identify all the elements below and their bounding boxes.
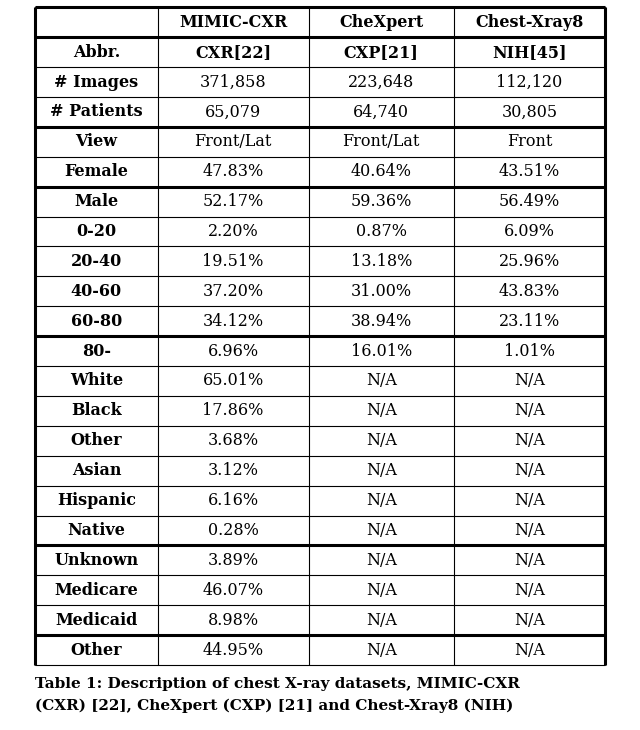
Text: 37.20%: 37.20% [203, 283, 264, 300]
Text: # Images: # Images [54, 74, 138, 91]
Text: N/A: N/A [366, 642, 397, 658]
Text: 43.83%: 43.83% [499, 283, 560, 300]
Text: 64,740: 64,740 [353, 104, 409, 120]
Text: Black: Black [71, 402, 122, 420]
Text: N/A: N/A [514, 462, 545, 479]
Text: 223,648: 223,648 [348, 74, 414, 91]
Text: NIH[45]: NIH[45] [492, 44, 566, 61]
Text: Male: Male [74, 193, 118, 210]
Text: 30,805: 30,805 [501, 104, 557, 120]
Text: Table 1: Description of chest X-ray datasets, MIMIC-CXR: Table 1: Description of chest X-ray data… [35, 677, 520, 691]
Text: 13.18%: 13.18% [351, 253, 412, 270]
Text: CheXpert: CheXpert [339, 14, 423, 31]
Text: MIMIC-CXR: MIMIC-CXR [179, 14, 287, 31]
Text: 112,120: 112,120 [496, 74, 563, 91]
Text: Asian: Asian [72, 462, 121, 479]
Text: 20-40: 20-40 [71, 253, 122, 270]
Text: Native: Native [67, 522, 125, 539]
Text: View: View [76, 134, 117, 150]
Text: 0.28%: 0.28% [208, 522, 259, 539]
Text: N/A: N/A [514, 492, 545, 509]
Text: N/A: N/A [514, 372, 545, 390]
Text: Front/Lat: Front/Lat [342, 134, 420, 150]
Text: Medicare: Medicare [54, 582, 138, 599]
Text: 40-60: 40-60 [71, 283, 122, 300]
Text: 6.16%: 6.16% [207, 492, 259, 509]
Text: White: White [70, 372, 123, 390]
Text: 80-: 80- [82, 342, 111, 360]
Text: Front/Lat: Front/Lat [195, 134, 272, 150]
Text: 44.95%: 44.95% [203, 642, 264, 658]
Text: 38.94%: 38.94% [351, 312, 412, 330]
Text: 65.01%: 65.01% [202, 372, 264, 390]
Text: N/A: N/A [514, 582, 545, 599]
Text: Hispanic: Hispanic [57, 492, 136, 509]
Text: 2.20%: 2.20% [208, 223, 259, 240]
Text: 52.17%: 52.17% [202, 193, 264, 210]
Text: N/A: N/A [514, 642, 545, 658]
Text: N/A: N/A [366, 462, 397, 479]
Text: 25.96%: 25.96% [499, 253, 560, 270]
Text: Front: Front [507, 134, 552, 150]
Text: 371,858: 371,858 [200, 74, 266, 91]
Text: 0-20: 0-20 [76, 223, 116, 240]
Text: N/A: N/A [366, 522, 397, 539]
Text: N/A: N/A [514, 552, 545, 569]
Text: 19.51%: 19.51% [202, 253, 264, 270]
Text: 34.12%: 34.12% [203, 312, 264, 330]
Text: Chest-Xray8: Chest-Xray8 [475, 14, 584, 31]
Text: 6.96%: 6.96% [207, 342, 259, 360]
Text: (CXR) [22], CheXpert (CXP) [21] and Chest-Xray8 (NIH): (CXR) [22], CheXpert (CXP) [21] and Ches… [35, 699, 513, 713]
Text: 17.86%: 17.86% [202, 402, 264, 420]
Text: N/A: N/A [514, 612, 545, 629]
Text: 56.49%: 56.49% [499, 193, 560, 210]
Text: 59.36%: 59.36% [351, 193, 412, 210]
Text: N/A: N/A [366, 552, 397, 569]
Text: Medicaid: Medicaid [55, 612, 138, 629]
Text: 31.00%: 31.00% [351, 283, 412, 300]
Text: Female: Female [65, 164, 129, 180]
Text: N/A: N/A [366, 582, 397, 599]
Text: Other: Other [70, 432, 122, 449]
Text: 43.51%: 43.51% [499, 164, 560, 180]
Text: 3.89%: 3.89% [207, 552, 259, 569]
Text: CXR[22]: CXR[22] [195, 44, 271, 61]
Text: N/A: N/A [514, 402, 545, 420]
Text: N/A: N/A [366, 402, 397, 420]
Text: N/A: N/A [514, 432, 545, 449]
Text: N/A: N/A [366, 492, 397, 509]
Text: 3.12%: 3.12% [207, 462, 259, 479]
Text: 3.68%: 3.68% [207, 432, 259, 449]
Text: Unknown: Unknown [54, 552, 138, 569]
Text: 1.01%: 1.01% [504, 342, 555, 360]
Text: 16.01%: 16.01% [351, 342, 412, 360]
Text: N/A: N/A [366, 432, 397, 449]
Text: Other: Other [70, 642, 122, 658]
Text: 60-80: 60-80 [71, 312, 122, 330]
Text: 8.98%: 8.98% [207, 612, 259, 629]
Text: N/A: N/A [366, 372, 397, 390]
Text: # Patients: # Patients [50, 104, 143, 120]
Text: CXP[21]: CXP[21] [344, 44, 419, 61]
Text: 46.07%: 46.07% [203, 582, 264, 599]
Text: 23.11%: 23.11% [499, 312, 560, 330]
Text: N/A: N/A [514, 522, 545, 539]
Text: 47.83%: 47.83% [202, 164, 264, 180]
Text: N/A: N/A [366, 612, 397, 629]
Text: 40.64%: 40.64% [351, 164, 412, 180]
Text: 0.87%: 0.87% [356, 223, 407, 240]
Text: Abbr.: Abbr. [73, 44, 120, 61]
Text: 65,079: 65,079 [205, 104, 261, 120]
Text: 6.09%: 6.09% [504, 223, 555, 240]
